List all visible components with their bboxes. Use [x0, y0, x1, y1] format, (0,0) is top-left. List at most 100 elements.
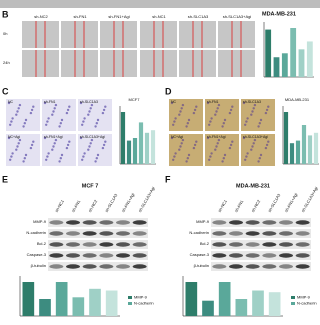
cell [208, 123, 211, 127]
cell [68, 105, 71, 108]
blot-strip [48, 229, 148, 238]
legend-swatch [128, 302, 132, 305]
cell [185, 160, 188, 163]
cell [186, 122, 189, 125]
cell [9, 123, 12, 127]
cell [192, 146, 196, 150]
cell [7, 101, 11, 105]
bar [235, 299, 248, 316]
panel-label: F [165, 174, 171, 184]
cell [24, 153, 28, 157]
bar [252, 290, 264, 316]
cell [215, 110, 218, 113]
row-label: Bcl-2 [37, 241, 47, 246]
cell [258, 122, 261, 125]
column-label: sh-FN1 [70, 199, 81, 214]
cell [96, 153, 100, 157]
cell [22, 160, 25, 163]
cell [267, 105, 270, 108]
cell [178, 148, 181, 151]
blot-strip [48, 218, 148, 227]
blot-band [279, 264, 293, 269]
panel-label: D [165, 86, 172, 96]
cell [17, 142, 20, 145]
cell [180, 107, 183, 110]
cell [18, 138, 22, 142]
blot-band [99, 264, 114, 269]
image-label: sh-SLC1A3+Agi [243, 135, 268, 139]
scratch-image [100, 21, 137, 48]
bar [306, 41, 313, 77]
cell [246, 152, 249, 155]
blot-band [245, 264, 260, 269]
cropped-row [0, 0, 320, 8]
cell [90, 103, 94, 107]
panel-title: MDA-MB-231 [236, 183, 270, 189]
cell [206, 136, 210, 140]
cell [245, 120, 248, 123]
blot-band [229, 220, 243, 225]
cell [192, 111, 196, 115]
panel-label: B [2, 9, 9, 19]
blot-band [116, 264, 130, 269]
cell [89, 107, 92, 110]
cell [94, 125, 97, 128]
column-label: sh-NC2 [34, 14, 48, 19]
blot-band [49, 253, 64, 258]
bar [298, 49, 305, 77]
scratch-image [179, 21, 216, 48]
blot-band [229, 264, 243, 269]
blot-band [49, 220, 64, 225]
blot-band [99, 242, 114, 247]
blot-strip [48, 262, 148, 271]
blot-band [295, 231, 310, 236]
scratch-image [61, 50, 98, 77]
cell [47, 152, 50, 155]
cell [23, 157, 26, 160]
blot-band [212, 220, 227, 225]
row-label: 24h [3, 60, 10, 65]
cell [170, 101, 174, 105]
cell [246, 117, 249, 120]
cell [18, 103, 22, 107]
cell [222, 157, 225, 160]
legend-swatch [291, 302, 295, 305]
cell [193, 108, 197, 112]
column-label: sh-SLC1A3 [188, 14, 209, 19]
blot-band [132, 242, 147, 247]
cell [10, 120, 13, 123]
cell [95, 122, 99, 125]
cell [221, 125, 224, 128]
cell [45, 123, 48, 127]
cell [228, 146, 232, 150]
cell [181, 138, 185, 142]
blot-band [262, 264, 277, 269]
bar [268, 292, 281, 316]
cell [181, 103, 185, 107]
blot-strip [211, 251, 311, 260]
cell [209, 120, 212, 123]
bar [289, 143, 295, 164]
column-label: sh-NC1 [152, 14, 166, 19]
column-label: sh-FN1 [233, 199, 244, 214]
cell [16, 110, 19, 113]
cell [253, 103, 257, 107]
blot-band [82, 253, 97, 258]
cell [173, 120, 176, 123]
cell [257, 125, 260, 128]
cell [53, 107, 56, 110]
cell [174, 152, 177, 155]
cell [52, 110, 55, 113]
cell [88, 145, 91, 148]
blot-band [229, 253, 243, 258]
blot-band [66, 231, 80, 236]
cell [23, 122, 26, 125]
image-label: sh-FN1 [44, 100, 56, 104]
blot-strip [211, 229, 311, 238]
image-label: sh-SLC1A3+Agi [80, 135, 105, 139]
cell [180, 142, 183, 145]
scratch-image [22, 50, 59, 77]
cell [258, 157, 261, 160]
cell [178, 113, 181, 116]
column-label: sh-SLC1A3+Agi [137, 186, 156, 213]
